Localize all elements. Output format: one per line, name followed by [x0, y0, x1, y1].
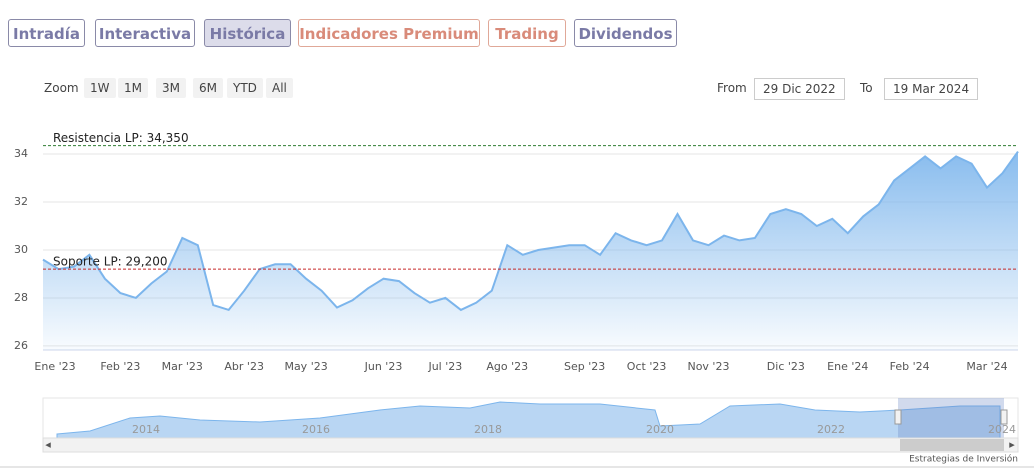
y-tick-label: 28	[14, 291, 28, 304]
zoom-button[interactable]: YTD	[227, 78, 263, 98]
tab[interactable]: Interactiva	[95, 19, 195, 47]
reference-label: Soporte LP: 29,200	[53, 255, 168, 269]
x-tick-label: Jul '23	[427, 360, 462, 373]
navigator-handle[interactable]	[1000, 409, 1008, 425]
navigator-year: 2024	[988, 423, 1016, 436]
x-tick-label: Ago '23	[486, 360, 528, 373]
tab[interactable]: Indicadores Premium	[298, 19, 480, 47]
y-tick-label: 34	[14, 147, 28, 160]
series-line	[42, 151, 1019, 312]
navigator-year: 2016	[302, 423, 330, 436]
navigator-year: 2022	[817, 423, 845, 436]
navigator-series	[56, 401, 1001, 439]
scrollbar-thumb[interactable]	[900, 439, 1004, 451]
x-tick-label: Abr '23	[224, 360, 264, 373]
navigator-handle[interactable]	[894, 409, 902, 425]
navigator-mask[interactable]	[898, 398, 1004, 438]
x-tick-label: Mar '24	[966, 360, 1007, 373]
zoom-button[interactable]: 3M	[156, 78, 186, 98]
x-tick-label: Jun '23	[364, 360, 403, 373]
x-tick-label: Dic '23	[767, 360, 805, 373]
zoom-button[interactable]: 1W	[84, 78, 116, 98]
from-label: From	[717, 81, 747, 95]
tab[interactable]: Dividendos	[574, 19, 677, 47]
zoom-button[interactable]: 1M	[118, 78, 148, 98]
zoom-label: Zoom	[44, 81, 79, 95]
y-tick-label: 32	[14, 195, 28, 208]
to-date[interactable]: 19 Mar 2024	[884, 78, 979, 100]
y-tick-label: 30	[14, 243, 28, 256]
zoom-button[interactable]: 6M	[193, 78, 223, 98]
to-label: To	[860, 81, 873, 95]
scroll-arrow[interactable]: ◂	[45, 438, 51, 451]
navigator-year: 2018	[474, 423, 502, 436]
zoom-button[interactable]: All	[266, 78, 293, 98]
x-tick-label: Oct '23	[627, 360, 667, 373]
x-tick-label: Mar '23	[162, 360, 203, 373]
from-date[interactable]: 29 Dic 2022	[754, 78, 845, 100]
x-tick-label: Ene '23	[34, 360, 75, 373]
tab[interactable]: Trading	[488, 19, 566, 47]
area-fill	[43, 151, 1018, 350]
x-tick-label: Nov '23	[687, 360, 729, 373]
x-tick-label: Feb '24	[890, 360, 930, 373]
navigator-year: 2014	[132, 423, 160, 436]
navigator-year: 2020	[646, 423, 674, 436]
reference-label: Resistencia LP: 34,350	[53, 131, 189, 145]
y-tick-label: 26	[14, 339, 28, 352]
x-tick-label: May '23	[284, 360, 327, 373]
scrollbar[interactable]	[42, 437, 1019, 453]
tab[interactable]: Histórica	[204, 19, 291, 47]
scroll-arrow[interactable]: ▸	[1009, 438, 1015, 451]
x-tick-label: Ene '24	[827, 360, 868, 373]
tab[interactable]: Intradía	[8, 19, 85, 47]
x-tick-label: Feb '23	[100, 360, 140, 373]
credit: Estrategias de Inversión	[909, 454, 1018, 465]
x-tick-label: Sep '23	[564, 360, 605, 373]
